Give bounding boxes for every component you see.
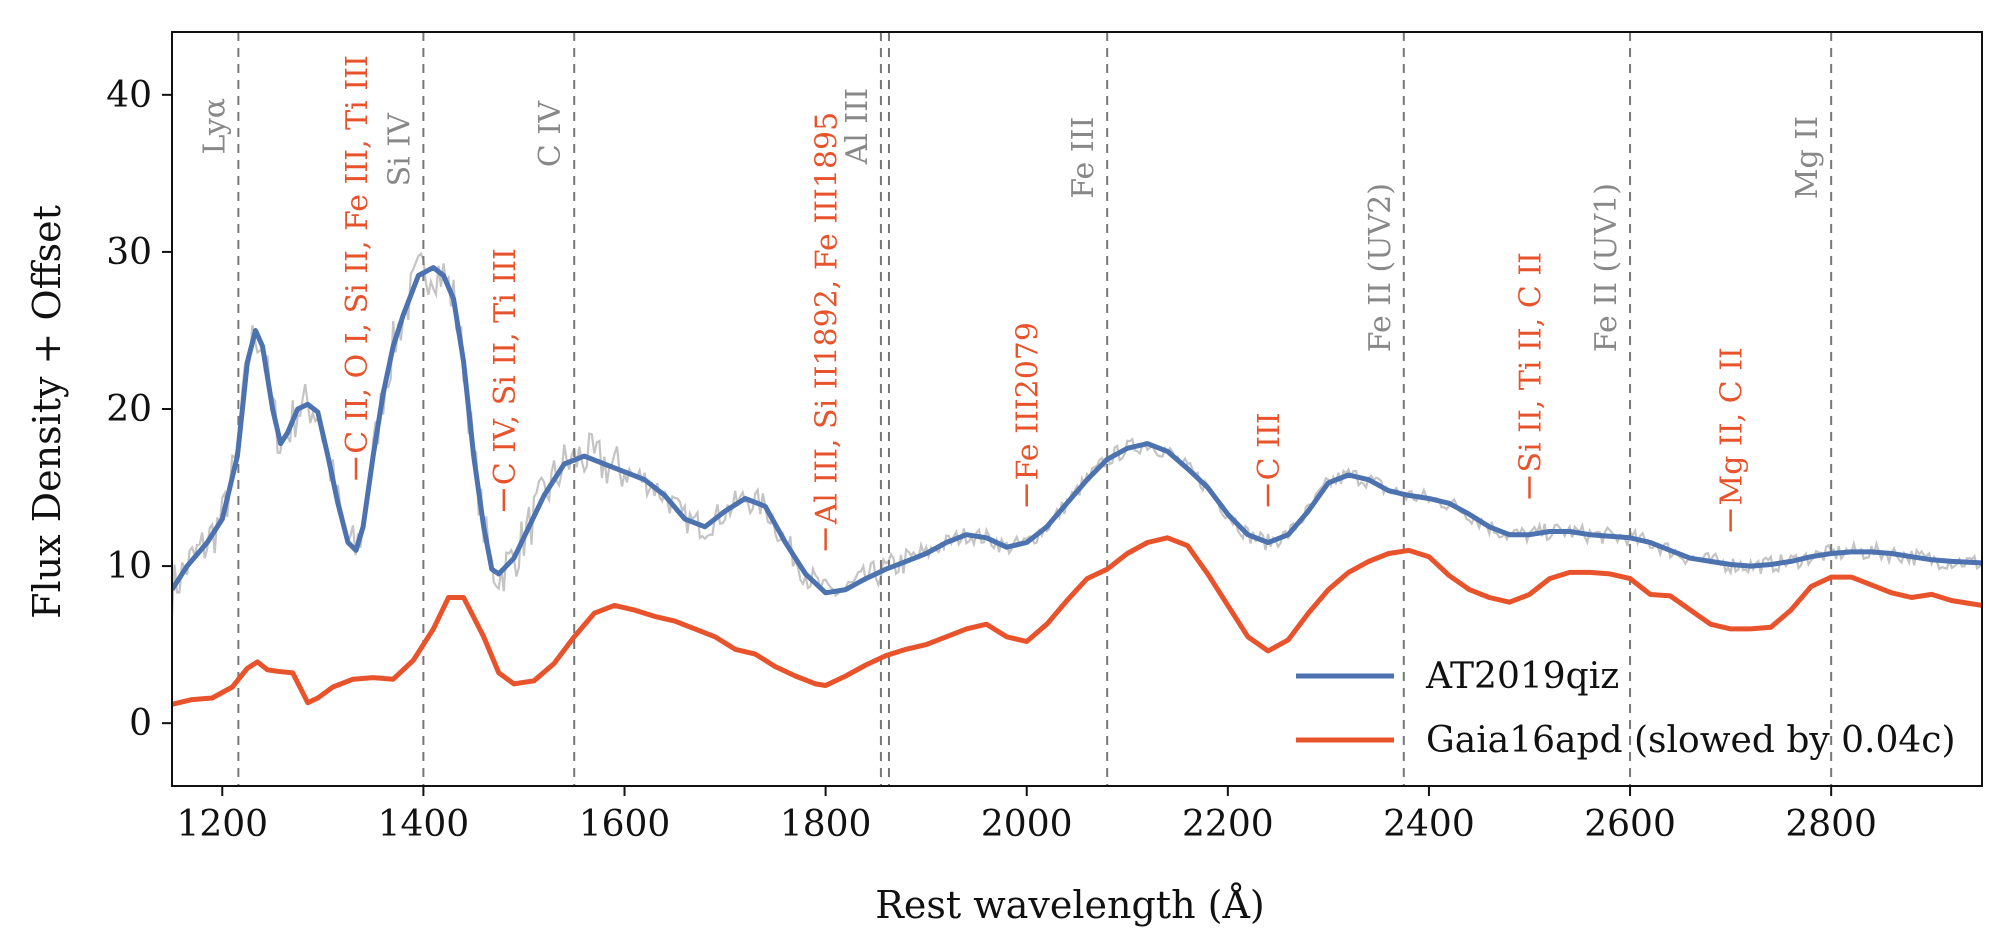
- legend: AT2019qiz Gaia16apd (slowed by 0.04c): [1296, 656, 1956, 761]
- x-tick-label: 2200: [1182, 804, 1274, 845]
- x-tick-label: 1400: [378, 804, 470, 845]
- legend-label-0: AT2019qiz: [1425, 656, 1619, 697]
- x-tick-label: 1800: [780, 804, 872, 845]
- series: [172, 265, 1982, 707]
- x-tick-label: 1600: [579, 804, 671, 845]
- legend-label-1: Gaia16apd (slowed by 0.04c): [1426, 720, 1956, 761]
- x-tick-label: 2800: [1785, 804, 1877, 845]
- y-tick-label: 30: [106, 232, 152, 273]
- annotation-label: C III: [1252, 412, 1287, 480]
- series-line-1: [172, 535, 1982, 707]
- x-axis-label: Rest wavelength (Å): [875, 883, 1264, 927]
- axis-ticks: 1200 1400 1600 1800 2000 2200 2400 2600 2800 0 10 2…: [106, 75, 1877, 845]
- annotation-label: Si II, Ti II, C II: [1514, 252, 1549, 473]
- reference-line-label: Mg II: [1790, 116, 1825, 199]
- annotation-label: C II, O I, Si II, Fe III, Ti III: [340, 55, 375, 454]
- annotations: C II, O I, Si II, Fe III, Ti III C IV, Si…: [340, 55, 1750, 551]
- y-tick-label: 20: [106, 389, 152, 430]
- series-line-0: [172, 265, 1982, 596]
- x-tick-label: 1200: [176, 804, 268, 845]
- reference-line-label: Fe II (UV1): [1589, 183, 1624, 352]
- reference-line-label: Fe II (UV2): [1363, 183, 1398, 352]
- reference-line-label: Lyα: [197, 98, 232, 155]
- x-tick-label: 2600: [1584, 804, 1676, 845]
- annotation-label: Al III, Si II1892, Fe III1895: [810, 112, 845, 526]
- annotation-label: Mg II, C II: [1715, 347, 1750, 505]
- y-tick-label: 40: [106, 75, 152, 116]
- annotation-label: Fe III2079: [1011, 322, 1046, 480]
- y-tick-label: 10: [106, 546, 152, 587]
- reference-line-label: Al III: [840, 88, 875, 165]
- reference-line-label: Fe III: [1066, 117, 1101, 199]
- y-tick-label: 0: [129, 703, 152, 744]
- x-tick-label: 2000: [981, 804, 1073, 845]
- y-axis-label: Flux Density + Offset: [25, 205, 69, 619]
- annotation-label: C IV, Si II, Ti III: [488, 248, 523, 485]
- reference-line-label: C IV: [533, 100, 568, 167]
- x-tick-label: 2400: [1383, 804, 1475, 845]
- reference-line-label: Si IV: [382, 112, 417, 187]
